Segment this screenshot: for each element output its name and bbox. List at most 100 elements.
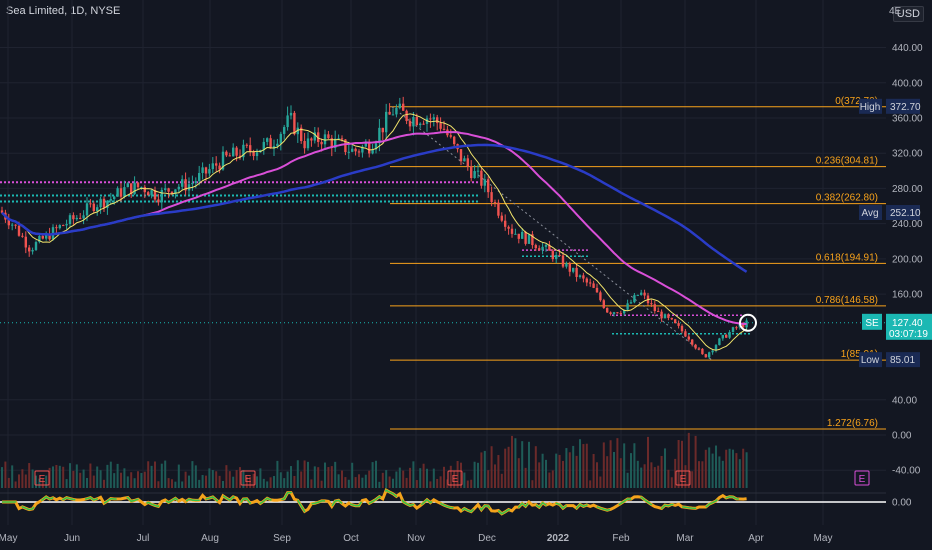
volume-bar xyxy=(7,477,10,488)
volume-bar xyxy=(436,478,439,488)
volume-bar xyxy=(378,481,381,488)
volume-bar xyxy=(521,441,524,488)
candle xyxy=(157,199,160,203)
earnings-marker-label: E xyxy=(859,474,866,485)
candle xyxy=(459,149,463,162)
volume-bar xyxy=(55,465,58,488)
time-axis-label: Jul xyxy=(137,533,150,544)
candle xyxy=(266,138,269,142)
volume-bar xyxy=(92,475,95,488)
time-axis-label: May xyxy=(814,533,833,544)
price-axis-label: -40.00 xyxy=(892,466,921,477)
volume-bar xyxy=(538,462,541,488)
candle xyxy=(72,215,75,220)
candle xyxy=(436,117,439,124)
candle xyxy=(589,282,592,284)
volume-bar xyxy=(307,461,309,488)
volume-bar xyxy=(14,481,17,488)
volume-bar xyxy=(164,460,167,488)
volume-bar xyxy=(143,471,146,488)
volume-bar xyxy=(116,463,119,488)
candle xyxy=(606,307,609,313)
volume-bar xyxy=(439,476,442,488)
currency-button[interactable]: USD xyxy=(892,6,924,22)
volume-bar xyxy=(215,471,218,488)
candle xyxy=(201,167,204,174)
candle xyxy=(337,138,340,140)
volume-bar xyxy=(313,466,316,488)
volume-bar xyxy=(657,465,660,488)
volume-bar xyxy=(385,470,388,488)
volume-bar xyxy=(562,460,564,488)
volume-bar xyxy=(735,453,738,488)
candle xyxy=(497,202,500,216)
candle xyxy=(126,183,129,188)
price-axis-label: 280.00 xyxy=(892,184,923,195)
volume-bar xyxy=(371,462,374,488)
volume-bar xyxy=(21,469,24,488)
candle xyxy=(204,167,208,174)
volume-bar xyxy=(191,461,194,488)
volume-bar xyxy=(613,451,615,488)
volume-bar xyxy=(480,452,483,488)
candle xyxy=(164,188,167,190)
volume-bar xyxy=(75,464,78,488)
volume-bar xyxy=(623,443,626,488)
earnings-marker: E xyxy=(675,470,691,486)
price-tag-name-box xyxy=(862,313,882,330)
candle xyxy=(174,189,177,194)
candle xyxy=(640,292,643,295)
candle xyxy=(351,148,354,152)
volume-bar xyxy=(58,465,61,488)
volume-bar xyxy=(208,468,211,488)
price-axis: 440.00 400.00 360.00 320.00 280.00 240.00 200.… xyxy=(889,6,923,509)
candle xyxy=(731,327,735,333)
candle xyxy=(136,182,140,188)
volume-bar xyxy=(171,479,173,488)
candle xyxy=(391,114,395,116)
volume-bar xyxy=(555,453,558,488)
candle xyxy=(694,344,697,349)
candle xyxy=(38,235,41,243)
volume-bar xyxy=(694,435,697,488)
candle xyxy=(191,182,194,185)
volume-bar xyxy=(534,446,537,488)
price-tag-name-box xyxy=(859,352,882,368)
fib-level-label: 0(372.70) xyxy=(835,96,878,107)
candle xyxy=(62,225,65,227)
volume-bar xyxy=(443,466,445,488)
candle xyxy=(45,233,48,239)
volume-bar xyxy=(528,441,530,488)
candle xyxy=(629,302,633,304)
volume-bar xyxy=(303,460,306,488)
candle xyxy=(561,255,565,267)
volume-bar xyxy=(154,461,156,488)
candle xyxy=(687,336,690,340)
candle xyxy=(102,198,106,208)
candle xyxy=(225,151,228,156)
volume-bar xyxy=(239,467,241,488)
candle xyxy=(48,233,51,240)
volume-bar xyxy=(596,462,598,488)
candle xyxy=(626,303,629,310)
candle xyxy=(623,309,626,314)
volume-bar xyxy=(52,466,54,488)
volume-bar xyxy=(490,446,493,488)
candle xyxy=(701,348,704,355)
time-axis-label: Dec xyxy=(478,533,496,544)
candle xyxy=(439,123,442,129)
candle xyxy=(310,138,313,141)
candle xyxy=(500,215,503,221)
candle xyxy=(395,107,398,115)
volume-bar xyxy=(72,470,75,488)
candle xyxy=(568,263,571,272)
volume-bar xyxy=(616,438,619,488)
volume-bar xyxy=(698,461,700,488)
price-tag-time: 03:07:19 xyxy=(889,329,928,340)
volume-bar xyxy=(109,461,112,488)
volume-bar xyxy=(11,465,14,488)
candle xyxy=(466,158,469,167)
candle xyxy=(527,234,531,244)
volume-bar xyxy=(565,448,568,488)
